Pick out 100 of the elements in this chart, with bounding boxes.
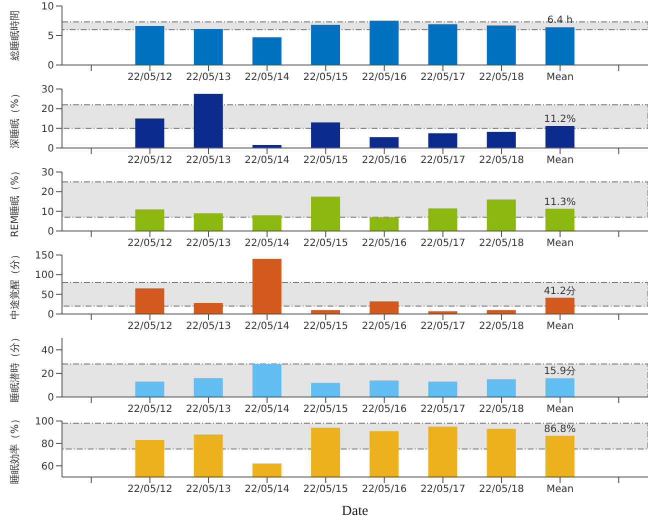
x-tick-label: 22/05/18 [479,155,524,166]
x-axis-title: Date [342,504,368,519]
x-tick-label: Mean [546,155,574,166]
x-tick-label: 22/05/15 [303,484,348,496]
x-tick-label: 22/05/13 [186,404,231,416]
y-tick-label: 40 [41,345,54,356]
x-tick-label: 22/05/14 [244,404,290,416]
bar [194,302,223,314]
y-tick-label: 5 [48,31,54,42]
data-label: 11.3% [544,196,576,208]
bar [545,126,574,148]
bar [194,29,223,65]
x-tick-label: 22/05/17 [420,155,466,166]
bar [252,258,282,314]
y-axis-title: 睡眠潜時（分） [9,332,21,402]
y-tick-label: 0 [48,310,54,321]
x-tick-label: 22/05/15 [303,155,348,166]
bar [135,288,164,314]
y-tick-label: 0 [48,392,54,404]
x-tick-label: 22/05/14 [244,484,290,496]
x-tick-label: 22/05/17 [420,404,466,416]
bar [311,24,340,65]
y-tick-label: 80 [41,438,54,450]
y-tick-label: 0 [48,226,54,238]
x-tick-label: 22/05/12 [127,404,172,416]
y-axis-title: 深睡眠（%） [9,88,21,148]
bar [135,118,164,148]
bar [370,137,399,148]
y-axis-title: 総睡眠時間 [9,10,21,62]
x-tick-label: 22/05/15 [303,321,348,332]
x-tick-label: 22/05/16 [362,404,407,416]
bar [370,20,399,65]
x-tick-label: 22/05/12 [127,484,172,496]
x-tick-label: Mean [546,321,574,332]
bar [545,378,574,397]
bar [135,26,164,65]
bar [428,311,458,314]
y-tick-label: 20 [41,368,54,380]
data-label: 11.2% [544,114,576,125]
x-tick-label: Mean [546,484,574,496]
bar [486,379,516,397]
y-tick-label: 30 [41,84,54,96]
bar [252,215,282,231]
y-tick-label: 10 [41,2,54,13]
y-tick-label: 0 [48,144,54,155]
bar [370,380,399,397]
bar [252,364,282,397]
bar [194,213,223,231]
bar [428,133,458,148]
data-label: 41.2分 [544,284,576,297]
y-tick-label: 150 [34,250,54,262]
bar [486,200,516,231]
bar [252,37,282,65]
x-tick-label: 22/05/15 [303,72,348,84]
x-tick-label: 22/05/17 [420,238,466,250]
x-tick-label: 22/05/17 [420,484,466,496]
x-tick-label: 22/05/12 [127,321,172,332]
x-tick-label: 22/05/13 [186,321,231,332]
bar [545,27,574,65]
x-tick-label: 22/05/17 [420,321,466,332]
x-tick-label: 22/05/12 [127,155,172,166]
bar [428,208,458,231]
bar [428,24,458,65]
x-tick-label: 22/05/12 [127,72,172,84]
bar [545,298,574,314]
x-tick-label: Mean [546,238,574,250]
x-tick-label: 22/05/13 [186,238,231,250]
x-tick-label: Mean [546,404,574,416]
x-tick-label: 22/05/16 [362,155,407,166]
y-tick-label: 100 [34,270,54,282]
y-axis-title: REM睡眠（%） [9,166,21,238]
x-tick-label: Mean [546,72,574,84]
x-tick-label: 22/05/18 [479,404,524,416]
y-tick-label: 0 [48,60,54,72]
x-tick-label: 22/05/13 [186,155,231,166]
y-axis-title: 中途覚醒（分） [9,250,21,320]
x-tick-label: 22/05/16 [362,238,407,250]
y-tick-label: 60 [41,461,54,472]
x-tick-label: 22/05/18 [479,484,524,496]
bar [194,94,223,148]
x-tick-label: 22/05/13 [186,484,231,496]
y-tick-label: 100 [34,416,54,428]
bar [486,132,516,148]
bar [311,382,340,397]
y-axis-title: 睡眠効率（%） [9,414,21,484]
x-tick-label: 22/05/16 [362,72,407,84]
x-tick-label: 22/05/14 [244,321,290,332]
x-tick-label: 22/05/15 [303,238,348,250]
data-label: 15.9分 [544,365,576,378]
bar [135,209,164,231]
bar [370,301,399,314]
bar [486,25,516,65]
bar [194,378,223,397]
x-tick-label: 22/05/14 [244,72,290,84]
x-tick-label: 22/05/15 [303,404,348,416]
bar [135,382,164,397]
bar [311,122,340,148]
y-tick-label: 20 [41,104,54,116]
y-tick-label: 20 [41,187,54,198]
x-tick-label: 22/05/14 [244,238,290,250]
